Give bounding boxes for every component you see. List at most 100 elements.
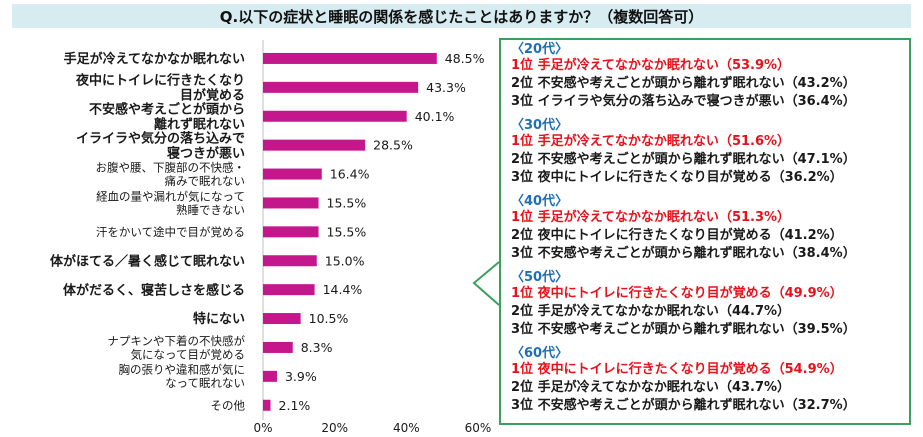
rank-number: 2位 — [511, 304, 534, 319]
data-label: 10.5% — [309, 311, 349, 326]
rank-number: 3位 — [511, 170, 534, 185]
rank-row: 2位 手足が冷えてなかなか眠れない（43.7%） — [511, 379, 907, 397]
x-tick-label: 20% — [321, 421, 348, 435]
rank-value: （43.2%） — [784, 76, 856, 91]
category-label: 目が覚める — [180, 88, 245, 104]
age-group-60s: 〈60代〉 1位 夜中にトイレに行きたくなり目が覚める（54.9%） 2位 手足… — [511, 346, 907, 415]
rank-number: 2位 — [511, 76, 534, 91]
category-label: お腹や腰、下腹部の不快感・ — [96, 160, 246, 174]
bar — [263, 313, 301, 325]
rank-row: 3位 不安感や考えごとが頭から離れず眠れない（38.4%） — [511, 245, 907, 263]
rank-value: （41.2%） — [771, 228, 843, 243]
rank-number: 1位 — [511, 134, 534, 149]
rank-number: 1位 — [511, 58, 534, 73]
age-group-title: 〈30代〉 — [511, 118, 569, 133]
x-tick-label: 0% — [253, 421, 272, 435]
rank-row: 3位 イライラや気分の落ち込みで寝つきが悪い（36.4%） — [511, 93, 907, 111]
age-group-20s: 〈20代〉 1位 手足が冷えてなかなか眠れない（53.9%） 2位 不安感や考え… — [511, 42, 907, 111]
category-label: 体がほてる／暑く感じて眠れない — [50, 253, 245, 269]
rank-row: 2位 夜中にトイレに行きたくなり目が覚める（41.2%） — [511, 227, 907, 245]
data-label: 43.3% — [426, 80, 466, 95]
rank-number: 2位 — [511, 228, 534, 243]
category-label: 特にない — [193, 311, 245, 327]
rank-label: 手足が冷えてなかなか眠れない — [537, 210, 719, 225]
category-label: その他 — [211, 398, 246, 412]
rank-value: （53.9%） — [718, 58, 791, 73]
rank-value: （36.4%） — [784, 94, 856, 109]
chart-title-bar: Q.以下の症状と睡眠の関係を感じたことはありますか？（複数回答可） — [12, 4, 911, 28]
rank-value: （54.9%） — [771, 362, 843, 377]
rank-number: 1位 — [511, 286, 534, 301]
data-label: 8.3% — [301, 340, 333, 355]
bar — [263, 197, 319, 209]
age-group-title: 〈40代〉 — [511, 194, 569, 209]
chart-title: Q.以下の症状と睡眠の関係を感じたことはありますか？（複数回答可） — [219, 7, 704, 26]
bar — [263, 284, 315, 296]
category-label: ナプキンや下着の不快感が — [107, 334, 245, 348]
rank-value: （32.7%） — [784, 398, 856, 413]
category-label: 手足が冷えてなかなか眠れない — [64, 51, 245, 67]
bar — [263, 399, 271, 411]
category-label: 夜中にトイレに行きたくなり — [75, 73, 245, 89]
age-group-40s: 〈40代〉 1位 手足が冷えてなかなか眠れない（51.3%） 2位 夜中にトイレ… — [511, 194, 907, 263]
rank-value: （51.6%） — [718, 134, 791, 149]
bar — [263, 370, 277, 382]
bar — [263, 52, 437, 64]
rank-number: 3位 — [511, 246, 534, 261]
rank-label: 不安感や考えごとが頭から離れず眠れない — [537, 246, 785, 261]
rank-row: 2位 不安感や考えごとが頭から離れず眠れない（47.1%） — [511, 151, 907, 169]
age-group-title: 〈50代〉 — [511, 270, 569, 285]
bar — [263, 139, 366, 151]
rank-row: 2位 不安感や考えごとが頭から離れず眠れない（43.2%） — [511, 75, 907, 93]
rank-number: 3位 — [511, 322, 534, 337]
rank-label: 手足が冷えてなかなか眠れない — [537, 304, 719, 319]
rank-row: 1位 手足が冷えてなかなか眠れない（53.9%） — [511, 57, 907, 75]
rank-row: 1位 手足が冷えてなかなか眠れない（51.3%） — [511, 209, 907, 227]
rank-label: 夜中にトイレに行きたくなり目が覚める — [537, 228, 772, 243]
rank-row: 1位 手足が冷えてなかなか眠れない（51.6%） — [511, 133, 907, 151]
age-group-title: 〈60代〉 — [511, 346, 569, 361]
age-group-30s: 〈30代〉 1位 手足が冷えてなかなか眠れない（51.6%） 2位 不安感や考え… — [511, 118, 907, 187]
category-label: 汗をかいて途中で目が覚める — [96, 225, 245, 239]
data-label: 15.5% — [327, 195, 367, 210]
rank-value: （36.2%） — [771, 170, 843, 185]
rank-value: （44.7%） — [718, 304, 791, 319]
data-label: 48.5% — [445, 51, 485, 66]
bar — [263, 341, 293, 353]
rank-row: 1位 夜中にトイレに行きたくなり目が覚める（54.9%） — [511, 361, 907, 379]
bar — [263, 168, 322, 180]
bar — [263, 226, 319, 238]
bar — [263, 255, 317, 267]
rank-label: 手足が冷えてなかなか眠れない — [537, 134, 719, 149]
rank-number: 2位 — [511, 380, 534, 395]
rank-label: 不安感や考えごとが頭から離れず眠れない — [537, 322, 785, 337]
data-label: 3.9% — [285, 369, 317, 384]
data-label: 14.4% — [323, 282, 363, 297]
rank-row: 1位 夜中にトイレに行きたくなり目が覚める（49.9%） — [511, 285, 907, 303]
rank-number: 3位 — [511, 94, 534, 109]
callout-pointer — [472, 261, 500, 306]
category-label: 離れず眠れない — [154, 116, 245, 132]
category-label: 体がだるく、寝苦しさを感じる — [63, 282, 245, 298]
rank-label: 手足が冷えてなかなか眠れない — [537, 58, 719, 73]
rank-row: 3位 不安感や考えごとが頭から離れず眠れない（32.7%） — [511, 397, 907, 415]
rank-value: （49.9%） — [771, 286, 843, 301]
category-label: 胸の張りや違和感が気に — [119, 363, 246, 377]
age-group-ranking-panel: 〈20代〉 1位 手足が冷えてなかなか眠れない（53.9%） 2位 不安感や考え… — [499, 38, 911, 425]
rank-value: （38.4%） — [784, 246, 856, 261]
rank-value: （47.1%） — [784, 152, 856, 167]
age-group-title: 〈20代〉 — [511, 42, 569, 57]
rank-label: 不安感や考えごとが頭から離れず眠れない — [537, 398, 785, 413]
x-tick-label: 40% — [393, 421, 420, 435]
rank-value: （51.3%） — [718, 210, 791, 225]
data-label: 15.5% — [327, 224, 367, 239]
data-label: 40.1% — [415, 109, 455, 124]
age-group-50s: 〈50代〉 1位 夜中にトイレに行きたくなり目が覚める（49.9%） 2位 手足… — [511, 270, 907, 339]
category-label: 寝つきが悪い — [167, 145, 245, 161]
category-label: 痛みで眠れない — [165, 174, 246, 188]
rank-row: 3位 不安感や考えごとが頭から離れず眠れない（39.5%） — [511, 321, 907, 339]
rank-label: 手足が冷えてなかなか眠れない — [537, 380, 719, 395]
x-tick-label: 60% — [465, 421, 492, 435]
rank-number: 3位 — [511, 398, 534, 413]
